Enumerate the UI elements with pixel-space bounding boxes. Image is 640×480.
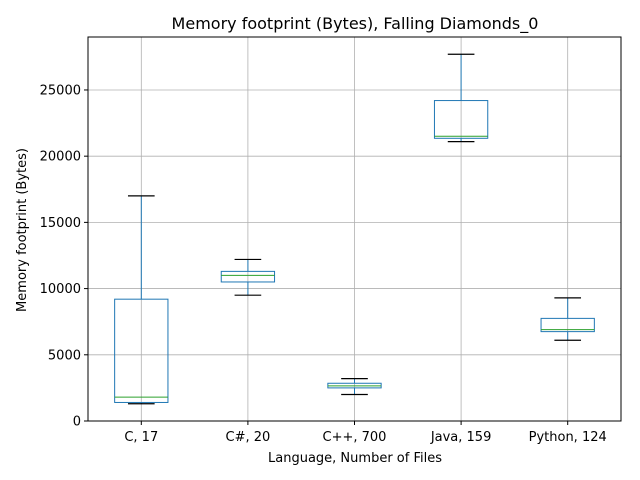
y-tick-label: 25000 [40, 83, 81, 98]
x-tick-label: C#, 20 [226, 430, 271, 445]
box [220, 270, 276, 283]
y-tick-label: 10000 [40, 282, 81, 297]
grid [88, 37, 621, 422]
box [433, 100, 489, 139]
box-group [433, 53, 489, 143]
y-tick-label: 15000 [40, 216, 81, 231]
box-group [327, 378, 382, 396]
x-tick-label: C, 17 [124, 430, 158, 445]
box-group [540, 297, 595, 341]
x-tick-label: Java, 159 [430, 430, 492, 445]
x-tick-label: C++, 700 [323, 430, 387, 445]
x-tick-label: Python, 124 [529, 430, 607, 445]
y-tick-label: 0 [73, 415, 81, 430]
box [114, 298, 169, 403]
box [540, 317, 595, 333]
box-plots [114, 53, 595, 405]
chart-title: Memory footprint (Bytes), Falling Diamon… [172, 14, 539, 34]
box-group [220, 258, 276, 296]
box-group [114, 195, 169, 405]
x-axis-label: Language, Number of Files [268, 451, 442, 466]
y-axis: 0 5000 10000 15000 20000 25000 [40, 83, 88, 430]
y-tick-label: 20000 [40, 150, 81, 165]
y-axis-label: Memory footprint (Bytes) [15, 148, 30, 312]
y-tick-label: 5000 [48, 348, 81, 363]
x-axis: C, 17 C#, 20 C++, 700 Java, 159 Python, 124 [124, 421, 607, 445]
